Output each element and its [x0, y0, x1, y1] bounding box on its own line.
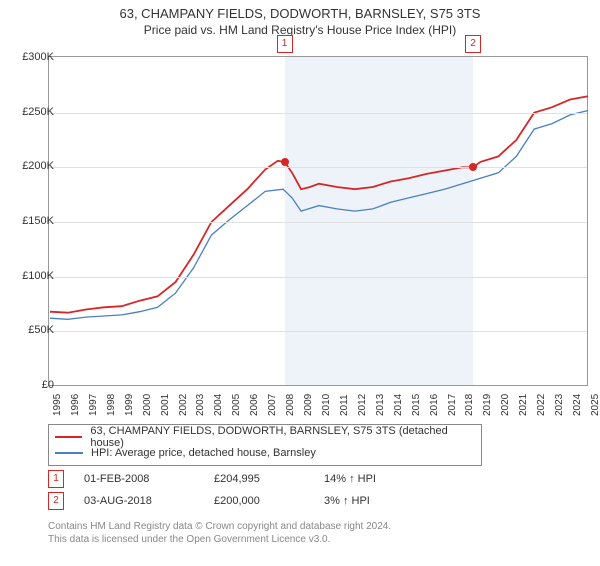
x-axis-label: 1995 — [52, 394, 63, 416]
chart-marker-dot — [281, 158, 289, 166]
y-axis-label: £50K — [14, 324, 54, 336]
series-line — [50, 96, 588, 312]
x-axis-label: 2002 — [178, 394, 189, 416]
event-pct: 3% ↑ HPI — [324, 495, 370, 507]
x-axis-label: 1996 — [70, 394, 81, 416]
x-axis-label: 2014 — [393, 394, 404, 416]
y-axis-label: £200K — [14, 160, 54, 172]
x-axis-label: 2020 — [500, 394, 511, 416]
grid-line — [49, 331, 587, 332]
y-axis-label: £0 — [14, 379, 54, 391]
series-line — [50, 111, 588, 320]
x-axis-label: 1998 — [106, 394, 117, 416]
x-axis-label: 2011 — [339, 394, 350, 416]
grid-line — [49, 113, 587, 114]
x-axis-label: 2010 — [321, 394, 332, 416]
x-axis-label: 2016 — [429, 394, 440, 416]
x-axis-label: 2021 — [518, 394, 529, 416]
event-date: 03-AUG-2018 — [84, 495, 214, 507]
x-axis-label: 2007 — [267, 394, 278, 416]
chart-marker-label: 1 — [277, 35, 293, 53]
event-price: £204,995 — [214, 473, 324, 485]
legend-swatch — [55, 452, 83, 454]
x-axis-label: 1997 — [88, 394, 99, 416]
chart-area: 12 — [48, 56, 588, 386]
x-axis-label: 2006 — [249, 394, 260, 416]
event-marker: 2 — [48, 492, 64, 510]
chart-container: 63, CHAMPANY FIELDS, DODWORTH, BARNSLEY,… — [0, 6, 600, 566]
x-axis-label: 2012 — [357, 394, 368, 416]
x-axis-label: 2017 — [447, 394, 458, 416]
x-axis-label: 2018 — [464, 394, 475, 416]
event-marker: 1 — [48, 470, 64, 488]
footer-line1: Contains HM Land Registry data © Crown c… — [48, 520, 391, 533]
chart-subtitle: Price paid vs. HM Land Registry's House … — [0, 23, 600, 37]
legend-swatch — [55, 436, 82, 438]
grid-line — [49, 167, 587, 168]
chart-title: 63, CHAMPANY FIELDS, DODWORTH, BARNSLEY,… — [0, 6, 600, 21]
footer-attribution: Contains HM Land Registry data © Crown c… — [48, 520, 391, 546]
x-axis-label: 2000 — [142, 394, 153, 416]
legend: 63, CHAMPANY FIELDS, DODWORTH, BARNSLEY,… — [48, 424, 482, 466]
footer-line2: This data is licensed under the Open Gov… — [48, 533, 391, 546]
event-date: 01-FEB-2008 — [84, 473, 214, 485]
x-axis-label: 2019 — [482, 394, 493, 416]
y-axis-label: £250K — [14, 106, 54, 118]
x-axis-label: 1999 — [124, 394, 135, 416]
grid-line — [49, 277, 587, 278]
x-axis-label: 2013 — [375, 394, 386, 416]
x-axis-label: 2008 — [285, 394, 296, 416]
legend-label: 63, CHAMPANY FIELDS, DODWORTH, BARNSLEY,… — [90, 425, 475, 449]
x-axis-label: 2015 — [411, 394, 422, 416]
y-axis-label: £100K — [14, 270, 54, 282]
x-axis-label: 2022 — [536, 394, 547, 416]
grid-line — [49, 222, 587, 223]
y-axis-label: £150K — [14, 215, 54, 227]
x-axis-label: 2004 — [213, 394, 224, 416]
event-table: 1 01-FEB-2008£204,99514% ↑ HPI 2 03-AUG-201… — [48, 468, 376, 512]
y-axis-label: £300K — [14, 51, 54, 63]
legend-item: 63, CHAMPANY FIELDS, DODWORTH, BARNSLEY,… — [55, 429, 475, 445]
event-row: 2 03-AUG-2018£200,0003% ↑ HPI — [48, 490, 376, 512]
x-axis-label: 2023 — [554, 394, 565, 416]
x-axis-label: 2024 — [572, 394, 583, 416]
chart-marker-label: 2 — [465, 35, 481, 53]
plot-region: 12 — [48, 56, 588, 386]
x-axis-label: 2025 — [590, 394, 600, 416]
x-axis-label: 2005 — [231, 394, 242, 416]
event-pct: 14% ↑ HPI — [324, 473, 376, 485]
x-axis-label: 2009 — [303, 394, 314, 416]
event-price: £200,000 — [214, 495, 324, 507]
x-axis-label: 2001 — [160, 394, 171, 416]
x-axis-label: 2003 — [195, 394, 206, 416]
event-row: 1 01-FEB-2008£204,99514% ↑ HPI — [48, 468, 376, 490]
legend-label: HPI: Average price, detached house, Barn… — [91, 447, 316, 459]
